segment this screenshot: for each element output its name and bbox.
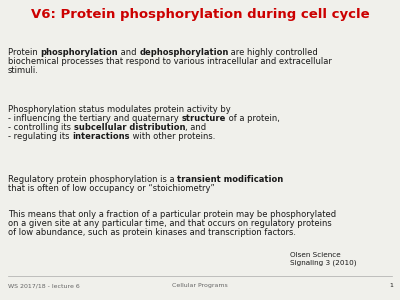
- Text: Olsen Science: Olsen Science: [290, 252, 341, 258]
- Text: Protein: Protein: [8, 48, 40, 57]
- Text: Phosphorylation status modulates protein activity by: Phosphorylation status modulates protein…: [8, 105, 231, 114]
- Text: are highly controlled: are highly controlled: [228, 48, 318, 57]
- Text: on a given site at any particular time, and that occurs on regulatory proteins: on a given site at any particular time, …: [8, 219, 332, 228]
- Text: , and: , and: [185, 123, 206, 132]
- Text: that is often of low occupancy or “stoichiometry”: that is often of low occupancy or “stoic…: [8, 184, 215, 193]
- Text: V6: Protein phosphorylation during cell cycle: V6: Protein phosphorylation during cell …: [31, 8, 369, 21]
- Text: WS 2017/18 - lecture 6: WS 2017/18 - lecture 6: [8, 283, 80, 288]
- Text: interactions: interactions: [72, 132, 130, 141]
- Text: and: and: [118, 48, 139, 57]
- Text: - regulating its: - regulating its: [8, 132, 72, 141]
- Text: subcellular distribution: subcellular distribution: [74, 123, 185, 132]
- Text: stimuli.: stimuli.: [8, 66, 39, 75]
- Text: structure: structure: [181, 114, 226, 123]
- Text: biochemical processes that respond to various intracellular and extracellular: biochemical processes that respond to va…: [8, 57, 332, 66]
- Text: phosphorylation: phosphorylation: [40, 48, 118, 57]
- Text: of a protein,: of a protein,: [226, 114, 280, 123]
- Text: 1: 1: [389, 283, 393, 288]
- Text: of low abundance, such as protein kinases and transcription factors.: of low abundance, such as protein kinase…: [8, 228, 296, 237]
- Text: with other proteins.: with other proteins.: [130, 132, 215, 141]
- Text: This means that only a fraction of a particular protein may be phosphorylated: This means that only a fraction of a par…: [8, 210, 336, 219]
- Text: transient modification: transient modification: [177, 175, 284, 184]
- Text: Cellular Programs: Cellular Programs: [172, 283, 228, 288]
- Text: Regulatory protein phosphorylation is a: Regulatory protein phosphorylation is a: [8, 175, 177, 184]
- Text: - influencing the tertiary and quaternary: - influencing the tertiary and quaternar…: [8, 114, 181, 123]
- Text: dephosphorylation: dephosphorylation: [139, 48, 228, 57]
- Text: Signaling 3 (2010): Signaling 3 (2010): [290, 260, 356, 266]
- Text: - controlling its: - controlling its: [8, 123, 74, 132]
